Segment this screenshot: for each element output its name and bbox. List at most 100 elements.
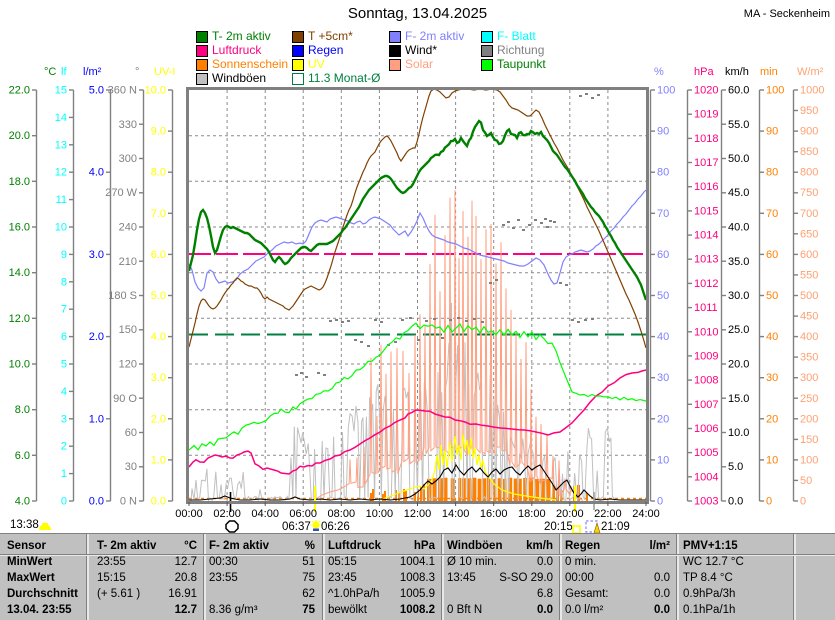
svg-text:°: ° [135, 66, 139, 78]
svg-text:0 N: 0 N [120, 496, 137, 508]
svg-text:7: 7 [61, 304, 67, 316]
svg-text:70: 70 [766, 208, 778, 220]
svg-text:24:00: 24:00 [632, 508, 660, 520]
svg-text:15.0: 15.0 [728, 393, 749, 405]
svg-text:1003: 1003 [694, 496, 718, 508]
svg-text:1013: 1013 [694, 254, 718, 266]
svg-text:04:00: 04:00 [251, 508, 279, 520]
svg-text:180 S: 180 S [108, 290, 137, 302]
svg-text:10.0: 10.0 [9, 359, 30, 371]
svg-text:60: 60 [125, 427, 137, 439]
svg-text:400: 400 [800, 331, 818, 343]
svg-text:6.0: 6.0 [151, 249, 166, 261]
svg-text:3.0: 3.0 [89, 249, 104, 261]
svg-text:90: 90 [657, 126, 669, 138]
svg-text:60: 60 [657, 249, 669, 261]
svg-text:12.0: 12.0 [9, 313, 30, 325]
svg-text:20: 20 [766, 413, 778, 425]
svg-text:100: 100 [766, 85, 784, 97]
svg-text:14.0: 14.0 [9, 267, 30, 279]
svg-text:5.0: 5.0 [151, 290, 166, 302]
svg-text:100: 100 [657, 85, 675, 97]
svg-text:35.0: 35.0 [728, 256, 749, 268]
svg-text:40.0: 40.0 [728, 222, 749, 234]
svg-text:0: 0 [657, 496, 663, 508]
svg-text:6.0: 6.0 [15, 450, 30, 462]
svg-text:5: 5 [61, 359, 67, 371]
svg-text:4.0: 4.0 [89, 167, 104, 179]
svg-text:1012: 1012 [694, 278, 718, 290]
svg-text:1008: 1008 [694, 375, 718, 387]
svg-text:10.0: 10.0 [728, 427, 749, 439]
svg-text:6: 6 [61, 331, 67, 343]
svg-text:2.0: 2.0 [89, 331, 104, 343]
svg-text:950: 950 [800, 105, 818, 117]
svg-text:0.0: 0.0 [89, 496, 104, 508]
svg-text:150: 150 [800, 434, 818, 446]
svg-text:70: 70 [657, 208, 669, 220]
svg-text:80: 80 [766, 167, 778, 179]
svg-text:30: 30 [125, 461, 137, 473]
svg-text:1010: 1010 [694, 326, 718, 338]
svg-text:hPa: hPa [694, 66, 714, 78]
svg-text:5.0: 5.0 [728, 461, 743, 473]
svg-text:210: 210 [119, 256, 137, 268]
svg-text:700: 700 [800, 208, 818, 220]
svg-text:20: 20 [657, 413, 669, 425]
svg-text:45.0: 45.0 [728, 187, 749, 199]
svg-text:50: 50 [657, 290, 669, 302]
svg-text:20.0: 20.0 [728, 359, 749, 371]
svg-text:1: 1 [61, 468, 67, 480]
svg-text:1006: 1006 [694, 423, 718, 435]
svg-text:50: 50 [766, 290, 778, 302]
svg-text:90 O: 90 O [113, 393, 137, 405]
svg-text:06:00: 06:00 [289, 508, 317, 520]
svg-text:50.0: 50.0 [728, 153, 749, 165]
svg-text:16.0: 16.0 [9, 222, 30, 234]
svg-text:1.0: 1.0 [151, 454, 166, 466]
svg-text:30.0: 30.0 [728, 290, 749, 302]
svg-text:1019: 1019 [694, 109, 718, 121]
svg-text:9: 9 [61, 249, 67, 261]
svg-text:350: 350 [800, 352, 818, 364]
svg-text:1005: 1005 [694, 447, 718, 459]
svg-text:°C: °C [44, 66, 56, 78]
svg-text:11: 11 [56, 194, 67, 206]
svg-text:km/h: km/h [725, 66, 749, 78]
svg-text:60: 60 [766, 249, 778, 261]
svg-text:min: min [760, 66, 778, 78]
svg-text:1.0: 1.0 [89, 413, 104, 425]
svg-text:270 W: 270 W [105, 187, 137, 199]
svg-text:1011: 1011 [694, 302, 718, 314]
svg-text:10:00: 10:00 [366, 508, 394, 520]
svg-text:15: 15 [55, 85, 67, 97]
svg-text:10: 10 [55, 222, 67, 234]
svg-text:10.0: 10.0 [145, 85, 166, 97]
svg-text:500: 500 [800, 290, 818, 302]
svg-text:W/m²: W/m² [797, 66, 824, 78]
svg-text:25.0: 25.0 [728, 324, 749, 336]
svg-text:20:00: 20:00 [556, 508, 584, 520]
svg-text:02:00: 02:00 [213, 508, 241, 520]
svg-text:14:00: 14:00 [442, 508, 470, 520]
svg-text:10: 10 [657, 454, 669, 466]
svg-text:4.0: 4.0 [15, 496, 30, 508]
svg-text:300: 300 [119, 153, 137, 165]
svg-text:22:00: 22:00 [594, 508, 622, 520]
svg-text:0: 0 [800, 496, 806, 508]
svg-text:650: 650 [800, 228, 818, 240]
svg-text:750: 750 [800, 187, 818, 199]
svg-text:0.0: 0.0 [728, 496, 743, 508]
svg-text:1018: 1018 [694, 133, 718, 145]
svg-text:100: 100 [800, 454, 818, 466]
svg-text:30: 30 [766, 372, 778, 384]
svg-text:850: 850 [800, 146, 818, 158]
svg-text:8.0: 8.0 [15, 404, 30, 416]
svg-text:330: 330 [119, 119, 137, 131]
svg-text:%: % [654, 66, 664, 78]
svg-text:00:00: 00:00 [175, 508, 203, 520]
svg-text:10: 10 [766, 454, 778, 466]
svg-text:450: 450 [800, 311, 818, 323]
svg-text:60.0: 60.0 [728, 85, 749, 97]
svg-text:18:00: 18:00 [518, 508, 546, 520]
